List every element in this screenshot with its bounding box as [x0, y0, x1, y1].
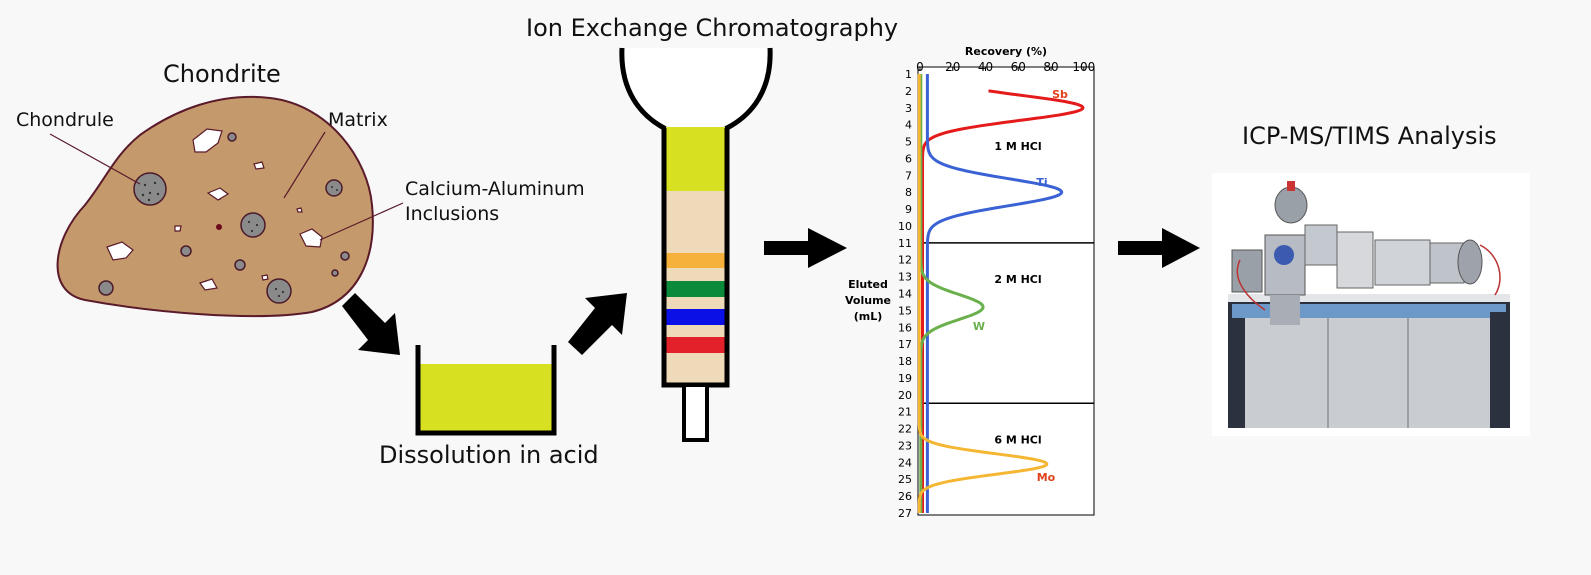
chromatography-column: [619, 47, 773, 442]
x-axis-label: Recovery (%): [965, 45, 1047, 58]
series-label-ti: Ti: [1036, 176, 1047, 189]
y-tick-label: 10: [898, 220, 912, 233]
series-label-w: W: [973, 320, 985, 333]
y-tick-label: 17: [898, 338, 912, 351]
y-tick-label: 7: [905, 169, 912, 182]
y-tick-label: 18: [898, 355, 912, 368]
y-tick-label: 2: [905, 85, 912, 98]
y-tick-label: 22: [898, 423, 912, 436]
y-tick-label: 21: [898, 406, 912, 419]
arrow-to-analysis: [1118, 228, 1200, 268]
y-tick-label: 23: [898, 439, 912, 452]
y-tick-label: 11: [898, 237, 912, 250]
y-tick-label: 24: [898, 456, 912, 469]
y-tick-label: 9: [905, 203, 912, 216]
dissolution-title: Dissolution in acid: [379, 441, 599, 469]
y-axis-label: Eluted: [848, 278, 888, 291]
series-label-sb: Sb: [1052, 88, 1068, 101]
series-label-mo: Mo: [1037, 471, 1056, 484]
arrow-to-dissolution: [342, 293, 400, 355]
series-line-mo: [917, 73, 1049, 514]
cai-label-line1: Calcium-Aluminum: [405, 178, 585, 200]
y-tick-label: 16: [898, 321, 912, 334]
arrow-to-chart: [764, 228, 847, 268]
arrow-to-column: [568, 293, 627, 355]
y-tick-label: 19: [898, 372, 912, 385]
y-tick-label: 3: [905, 102, 912, 115]
chondrules: [98, 132, 350, 304]
cai-inclusions: [106, 128, 323, 291]
matrix-label: Matrix: [328, 109, 388, 131]
y-tick-label: 4: [905, 119, 912, 132]
chondrite-title: Chondrite: [163, 60, 281, 88]
y-tick-label: 13: [898, 271, 912, 284]
y-tick-label: 27: [898, 507, 912, 520]
series-line-w: [919, 73, 985, 514]
y-tick-label: 20: [898, 389, 912, 402]
cai-label-line2: Inclusions: [405, 203, 500, 225]
chondrule-label: Chondrule: [16, 109, 114, 131]
y-tick-label: 14: [898, 288, 912, 301]
chromatography-title: Ion Exchange Chromatography: [526, 14, 899, 42]
y-tick-label: 5: [905, 136, 912, 149]
recovery-chart: Recovery (%)0204060801001234567891011121…: [845, 45, 1095, 520]
series-line-sb: [921, 89, 1085, 514]
chondrite-rock: [49, 95, 404, 318]
y-tick-label: 8: [905, 186, 912, 199]
y-axis-label: (mL): [854, 310, 883, 323]
acid-beaker: [415, 345, 557, 436]
section-label: 1 M HCl: [994, 140, 1041, 153]
y-tick-label: 26: [898, 490, 912, 503]
y-axis-label: Volume: [845, 294, 891, 307]
y-tick-label: 25: [898, 473, 912, 486]
y-tick-label: 12: [898, 254, 912, 267]
section-label: 6 M HCl: [994, 433, 1041, 446]
y-tick-label: 6: [905, 152, 912, 165]
section-label: 2 M HCl: [994, 273, 1041, 286]
flow-arrows: [342, 228, 1200, 355]
y-tick-label: 1: [905, 68, 912, 81]
analysis-title: ICP-MS/TIMS Analysis: [1242, 122, 1497, 150]
y-tick-label: 15: [898, 304, 912, 317]
icpms-instrument: [1212, 173, 1530, 436]
